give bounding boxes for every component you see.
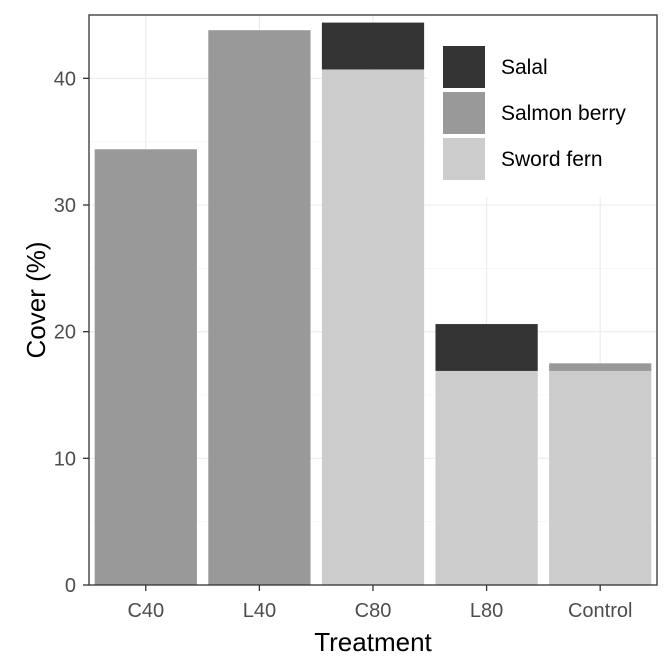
- legend-key-sword-fern: [443, 138, 485, 180]
- bar-l80-sword-fern: [435, 370, 538, 585]
- bar-l80-salal: [435, 324, 538, 371]
- legend-label-salmon-berry: Salmon berry: [501, 102, 626, 125]
- legend-label-sword-fern: Sword fern: [501, 148, 603, 171]
- y-tick-label: 10: [54, 448, 76, 470]
- bars: [94, 22, 652, 585]
- legend-label-salal: Salal: [501, 56, 548, 79]
- y-tick-label: 20: [54, 322, 76, 344]
- x-tick-label-c80: C80: [355, 600, 392, 622]
- y-tick-label: 0: [65, 575, 76, 597]
- bar-control-salmon-berry: [549, 363, 652, 371]
- y-axis: 0 10 20 30 40: [54, 68, 89, 597]
- x-axis-title: Treatment: [314, 627, 432, 657]
- bar-c40-salmon-berry: [94, 149, 197, 585]
- x-tick-label-l80: L80: [470, 600, 503, 622]
- x-axis: C40 L40 C80 L80 Control: [127, 585, 632, 622]
- legend-key-salal: [443, 46, 485, 88]
- y-tick-label: 30: [54, 195, 76, 217]
- bar-c80-salal: [321, 22, 425, 70]
- x-tick-label-control: Control: [568, 600, 632, 622]
- y-tick-label: 40: [54, 68, 76, 90]
- legend: Salal Salmon berry Sword fern: [427, 15, 657, 197]
- bar-l40-salmon-berry: [208, 30, 311, 585]
- x-tick-label-l40: L40: [243, 600, 276, 622]
- legend-key-salmon-berry: [443, 92, 485, 134]
- y-axis-title: Cover (%): [21, 241, 51, 358]
- bar-control-sword-fern: [549, 370, 652, 585]
- bar-c80-sword-fern: [321, 69, 425, 585]
- x-tick-label-c40: C40: [127, 600, 164, 622]
